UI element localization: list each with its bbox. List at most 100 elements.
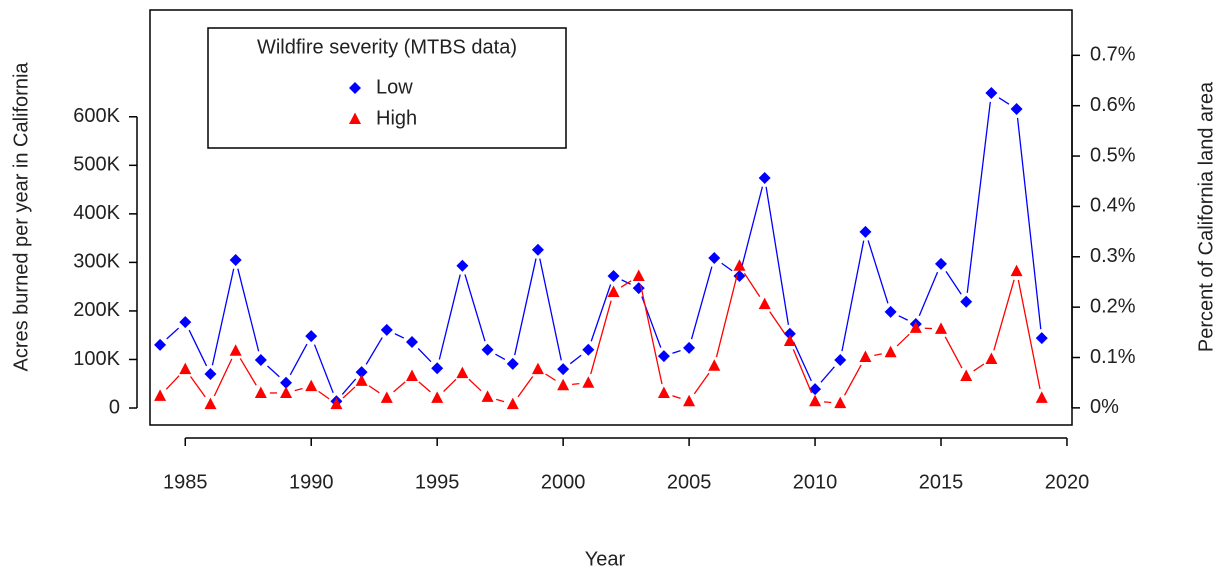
series-segment xyxy=(439,275,460,360)
y-tick-label: 100K xyxy=(73,348,120,370)
series-segment xyxy=(394,382,406,392)
series-segment xyxy=(540,259,561,361)
y2-tick-label: 0.5% xyxy=(1090,144,1136,166)
data-point xyxy=(179,363,191,375)
series-segment xyxy=(994,280,1014,351)
series-segment xyxy=(465,274,485,341)
data-point xyxy=(683,342,695,354)
series-segment xyxy=(167,328,179,339)
y-tick-label: 0 xyxy=(109,396,120,418)
series-segment xyxy=(742,187,763,268)
data-point xyxy=(456,367,468,379)
data-point xyxy=(305,380,317,392)
y-tick-label: 200K xyxy=(73,299,120,321)
series-segment xyxy=(974,364,984,371)
series-segment xyxy=(874,354,882,355)
data-point xyxy=(1036,332,1048,344)
series-segment xyxy=(189,330,206,366)
data-point xyxy=(557,363,569,375)
series-segment xyxy=(821,367,834,383)
series-segment xyxy=(319,391,330,399)
series-segment xyxy=(672,351,680,354)
data-point xyxy=(633,269,645,281)
series-segment xyxy=(214,359,232,396)
y-tick-label: 400K xyxy=(73,202,120,224)
x-tick-label: 2010 xyxy=(793,471,838,493)
data-point xyxy=(834,397,846,409)
data-point xyxy=(759,298,771,310)
data-point xyxy=(154,339,166,351)
y2-tick-label: 0.3% xyxy=(1090,245,1136,267)
series-segment xyxy=(290,344,307,375)
x-tick-label: 1985 xyxy=(163,471,208,493)
legend-title: Wildfire severity (MTBS data) xyxy=(257,36,517,58)
series-segment xyxy=(999,98,1009,104)
series-segment xyxy=(692,267,712,339)
y-tick-label: 500K xyxy=(73,154,120,176)
y2-tick-label: 0% xyxy=(1090,396,1119,418)
data-point xyxy=(381,391,393,403)
data-point xyxy=(230,254,242,266)
series-segment xyxy=(722,263,733,271)
data-point xyxy=(255,354,267,366)
series-segment xyxy=(744,273,759,296)
data-point xyxy=(658,386,670,398)
data-point xyxy=(179,316,191,328)
y-tick-label: 600K xyxy=(73,105,120,127)
y2-axis-label: Percent of California land area xyxy=(1195,81,1217,352)
series-segment xyxy=(496,399,504,401)
series-segment xyxy=(694,373,709,394)
series-segment xyxy=(212,269,233,365)
data-point xyxy=(406,336,418,348)
y-axis-label: Acres burned per year in California xyxy=(10,62,32,372)
data-point xyxy=(633,282,645,294)
data-point xyxy=(885,306,897,318)
data-point xyxy=(582,376,594,388)
data-point xyxy=(834,354,846,366)
series-segment xyxy=(546,374,556,380)
series-segment xyxy=(515,259,536,355)
series-segment xyxy=(314,345,333,393)
data-point xyxy=(985,352,997,364)
data-point xyxy=(708,359,720,371)
data-point xyxy=(406,369,418,381)
x-tick-label: 2020 xyxy=(1045,471,1090,493)
series-segment xyxy=(366,338,382,365)
series-segment xyxy=(641,285,662,384)
data-point xyxy=(507,398,519,410)
x-axis-label: Year xyxy=(585,548,626,570)
data-point xyxy=(305,330,317,342)
data-point xyxy=(809,395,821,407)
data-point xyxy=(582,344,594,356)
data-point xyxy=(330,398,342,410)
series-segment xyxy=(945,337,962,368)
series-segment xyxy=(419,382,431,392)
series-segment xyxy=(919,272,937,316)
data-point xyxy=(1011,103,1023,115)
data-point xyxy=(280,386,292,398)
data-point xyxy=(859,226,871,238)
series-segment xyxy=(240,358,256,385)
data-point xyxy=(759,172,771,184)
legend-label: Low xyxy=(376,76,413,98)
data-point xyxy=(784,335,796,347)
data-point xyxy=(507,358,519,370)
data-point xyxy=(532,363,544,375)
series-segment xyxy=(824,402,831,403)
series-segment xyxy=(1018,118,1041,329)
data-point xyxy=(431,391,443,403)
series-segment xyxy=(967,102,990,293)
series-segment xyxy=(238,269,259,352)
y2-tick-label: 0.6% xyxy=(1090,94,1136,116)
data-point xyxy=(381,324,393,336)
series-segment xyxy=(946,271,961,294)
series-segment xyxy=(672,396,680,399)
data-point xyxy=(456,260,468,272)
series-segment xyxy=(268,366,280,377)
data-point xyxy=(204,398,216,410)
series-segment xyxy=(495,354,504,359)
data-point xyxy=(230,344,242,356)
series-segment xyxy=(572,384,579,385)
